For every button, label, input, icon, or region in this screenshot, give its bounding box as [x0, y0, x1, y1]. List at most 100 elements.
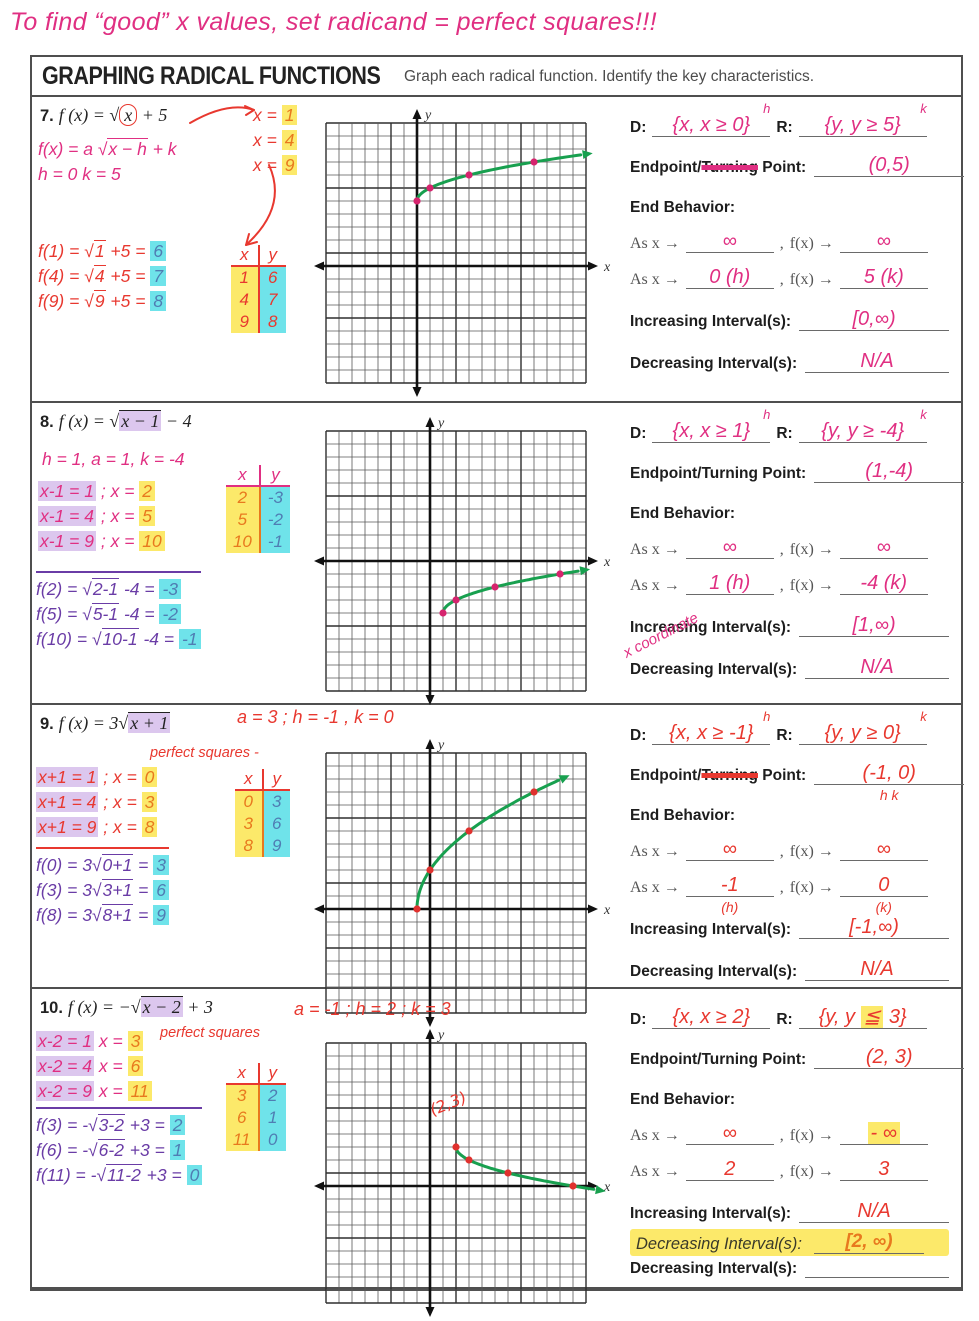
problem-10-graph-cell: y x (2,3) [312, 989, 614, 1317]
problem-8-answers: x coordinate D: h {x, x ≥ 1} R: k {y, y ≥ … [621, 408, 965, 679]
math-segment: f(5) = [36, 604, 83, 624]
worksheet-header: GRAPHING RADICAL FUNCTIONS Graph each ra… [32, 57, 961, 97]
y-value: 6 [258, 266, 286, 289]
x-value: 4 [231, 289, 260, 311]
evaluation-line: f(2) = √2-1 -4 = -3 [36, 577, 201, 602]
x-equation-line: x = 1 [253, 103, 298, 128]
eb2-x-answer: 1 (h) [685, 573, 774, 595]
x-value: 2 [225, 486, 261, 509]
radicand: 8+1 [101, 904, 134, 925]
evaluation-line: f(0) = 3√0+1 = 3 [36, 853, 169, 878]
problem-9-answers: D: h {x, x ≥ -1} R: k {y, y ≥ 0} Endpoint/… [630, 710, 965, 981]
math-segment: -3 [159, 579, 182, 599]
math-segment: x = [253, 105, 282, 125]
math-segment: 1 [281, 105, 298, 125]
math-segment: x-2 = 4 [36, 1056, 94, 1076]
y-value: -3 [259, 486, 290, 509]
math-segment: + k [147, 139, 177, 159]
math-segment: -1 [178, 629, 201, 649]
math-segment: -4 = [119, 579, 160, 599]
svg-text:(2,3): (2,3) [427, 1088, 469, 1120]
math-segment: +3 = [124, 1140, 170, 1160]
increasing-answer: [0,∞) [799, 309, 949, 331]
eb2-f-answer: 5 (k) [839, 267, 928, 289]
x-value: 3 [235, 813, 264, 835]
range-answer: {y, y ≦ 3} [798, 1006, 927, 1029]
problem-function: f (x) = −√ x − 2 + 3 [68, 996, 213, 1017]
svg-text:y: y [436, 738, 445, 753]
evaluation-block: f(0) = 3√0+1 = 3 f(3) = 3√3+1 = 6 f(8) = 3… [36, 847, 169, 928]
k-note: k [920, 101, 927, 116]
problem-9-answer-cell: D: h {x, x ≥ -1} R: k {y, y ≥ 0} Endpoint/… [614, 705, 965, 987]
radical-expression: √9 [84, 290, 106, 311]
endpoint-label: Endpoint/Turning Point: [630, 159, 807, 176]
end-behavior-line-2: As x → 0 (h), f(x) → 5 (k) [630, 267, 949, 289]
math-segment: f (x) = [58, 411, 110, 431]
math-segment: 8 [150, 291, 167, 311]
radical-expression: √0+1 [91, 854, 134, 875]
y-value: -1 [259, 531, 290, 553]
end-behavior-label: End Behavior: [630, 199, 736, 216]
increasing-answer: N/A [799, 1201, 949, 1223]
math-segment: x-1 = 4 [38, 506, 96, 526]
endpoint-answer: (1,-4) [814, 461, 965, 483]
problem-title: 8. f (x) = √ x − 1 − 4 [40, 410, 192, 432]
decreasing-answer: [2, ∞) [813, 1231, 924, 1254]
math-segment: 1 [169, 1140, 186, 1160]
evaluation-line: f(3) = -√3-2 +3 = 2 [36, 1113, 202, 1138]
evaluation-line: f(4) = √4 +5 = 7 [38, 264, 167, 289]
problem-number: 8. [40, 413, 54, 431]
evaluation-line: f(11) = -√11-2 +3 = 0 [36, 1163, 203, 1188]
x-value: 8 [235, 835, 264, 857]
radicand: 5-1 [91, 603, 120, 624]
radical-expression: √ x [109, 104, 138, 126]
math-segment: f(9) = [38, 291, 85, 311]
problem-number: 10. [40, 999, 63, 1017]
math-segment: -2 [159, 604, 182, 624]
radical-expression: √3+1 [91, 879, 134, 900]
math-segment: f(2) = [36, 579, 83, 599]
x-value: 1 [231, 266, 260, 289]
math-segment: 6 [150, 241, 167, 261]
problem-10-work: 10. f (x) = −√ x − 2 + 3 a = -1 ; h = 2 ; k… [32, 989, 451, 1287]
radical-expression: √10-1 [91, 628, 139, 649]
math-segment: f(3) = 3 [36, 880, 92, 900]
xy-table-header: x [225, 1063, 260, 1085]
eb1-f-answer: ∞ [839, 839, 928, 861]
math-segment: x+1 = 1 [36, 767, 99, 787]
problem-8-answer-cell: x coordinate D: h {x, x ≥ 1} R: k {y, y ≥ … [614, 403, 965, 703]
problem-8-work: 8. f (x) = √ x − 1 − 4 h = 1, a = 1, k = -4… [32, 403, 312, 703]
math-segment: ; x = [98, 817, 142, 837]
problem-7-answers: D: h {x, x ≥ 0} R: k {y, y ≥ 5} Endpoint/T… [630, 102, 965, 373]
radical-expression: √1 [84, 240, 106, 261]
ahk-annotation: a = -1 ; h = 2 ; k = 3 [294, 999, 451, 1019]
eb1-f-answer: - ∞ [839, 1122, 928, 1145]
evaluation-line: f(6) = -√6-2 +3 = 1 [36, 1138, 202, 1163]
y-value: 1 [258, 1107, 286, 1129]
x-value: 3 [225, 1084, 260, 1107]
math-segment: f(11) = - [36, 1165, 97, 1185]
evaluation-block: f(3) = -√3-2 +3 = 2 f(6) = -√6-2 +3 = 1 f(… [36, 1107, 203, 1188]
math-segment: 2 [139, 481, 156, 501]
math-segment: 3 [141, 792, 158, 812]
worksheet-instructions: Graph each radical function. Identify th… [404, 68, 815, 85]
math-segment: h = 1, a = 1, k = -4 [42, 449, 185, 469]
math-segment: x-1 = 9 [38, 531, 96, 551]
math-segment: 11 [127, 1081, 152, 1101]
math-segment: x-2 = 9 [36, 1081, 94, 1101]
worksheet-title: GRAPHING RADICAL FUNCTIONS [42, 62, 381, 90]
radicand: 6-2 [97, 1139, 125, 1160]
x-equation-line: x = 9 [253, 153, 298, 178]
radical-expression: √6-2 [88, 1139, 125, 1160]
radical-expression: √8+1 [91, 904, 134, 925]
x-equation-line: x+1 = 4 ; x = 3 [36, 790, 158, 815]
general-form-block: h = 1, a = 1, k = -4 [42, 447, 185, 472]
